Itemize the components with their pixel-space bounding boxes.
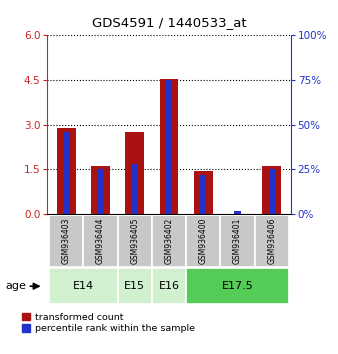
Text: E15: E15 xyxy=(124,281,145,291)
Bar xyxy=(255,215,289,267)
Text: GSM936406: GSM936406 xyxy=(267,218,276,264)
Bar xyxy=(160,79,178,214)
Bar xyxy=(194,171,213,214)
Text: GSM936404: GSM936404 xyxy=(96,218,105,264)
Bar xyxy=(152,215,186,267)
Bar xyxy=(83,215,118,267)
Text: GSM936402: GSM936402 xyxy=(165,218,173,264)
Bar xyxy=(262,166,281,214)
Bar xyxy=(186,215,220,267)
Text: GSM936401: GSM936401 xyxy=(233,218,242,264)
Bar xyxy=(200,175,207,214)
Legend: transformed count, percentile rank within the sample: transformed count, percentile rank withi… xyxy=(22,313,195,333)
Text: age: age xyxy=(5,281,26,291)
Bar xyxy=(118,268,152,304)
Bar xyxy=(186,268,289,304)
Bar xyxy=(269,170,275,214)
Text: GDS4591 / 1440533_at: GDS4591 / 1440533_at xyxy=(92,16,246,29)
Text: GSM936405: GSM936405 xyxy=(130,218,139,264)
Bar xyxy=(97,170,103,214)
Bar xyxy=(131,164,138,214)
Text: E16: E16 xyxy=(159,281,179,291)
Bar xyxy=(49,215,83,267)
Bar xyxy=(63,132,69,214)
Bar xyxy=(57,128,76,214)
Text: GSM936403: GSM936403 xyxy=(62,218,71,264)
Bar xyxy=(235,211,241,214)
Bar xyxy=(166,80,172,214)
Bar xyxy=(125,132,144,214)
Bar xyxy=(220,215,255,267)
Text: GSM936400: GSM936400 xyxy=(199,218,208,264)
Text: E17.5: E17.5 xyxy=(222,281,254,291)
Bar xyxy=(91,166,110,214)
Bar xyxy=(118,215,152,267)
Bar xyxy=(152,268,186,304)
Bar xyxy=(49,268,118,304)
Text: E14: E14 xyxy=(73,281,94,291)
